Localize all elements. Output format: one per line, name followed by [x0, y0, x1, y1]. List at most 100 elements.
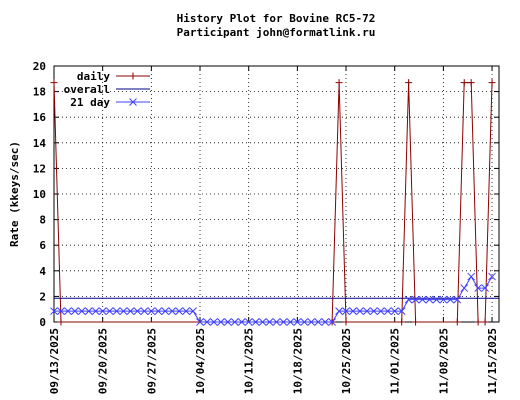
point-daily [467, 79, 475, 87]
point-21-day [258, 318, 267, 326]
x-tick-label: 11/15/2025 [486, 328, 499, 394]
y-tick-label: 10 [33, 188, 46, 201]
y-tick-label: 20 [33, 60, 46, 73]
point-21-day [383, 307, 392, 315]
x-tick-label: 10/04/2025 [194, 328, 207, 394]
point-21-day [119, 307, 128, 315]
point-21-day [356, 307, 364, 315]
point-daily [453, 318, 461, 326]
point-21-day [453, 295, 462, 304]
point-daily [405, 79, 413, 87]
point-21-day [300, 318, 309, 326]
point-daily [488, 79, 496, 87]
y-tick-label: 8 [39, 214, 46, 227]
point-21-day [154, 307, 163, 315]
grid-lines [53, 66, 499, 322]
point-21-day [77, 307, 86, 315]
x-tick-label: 09/13/2025 [48, 328, 61, 394]
point-daily [57, 318, 65, 326]
point-21-day [446, 295, 455, 304]
point-21-day [203, 318, 211, 326]
point-21-day [126, 307, 135, 315]
point-21-day [237, 318, 246, 326]
y-tick-label: 2 [39, 290, 46, 303]
point-21-day [272, 318, 281, 326]
y-axis-label: Rate (kkeys/sec) [8, 141, 21, 247]
point-21-day [223, 318, 232, 326]
point-21-day [321, 318, 330, 326]
point-21-day [342, 307, 350, 315]
point-daily [412, 318, 420, 326]
point-21-day [307, 318, 316, 326]
point-21-day [467, 272, 476, 281]
x-tick-label: 10/18/2025 [291, 328, 304, 394]
x-tick-label: 11/08/2025 [437, 328, 450, 394]
point-21-day [230, 318, 239, 326]
chart-title: History Plot for Bovine RC5-72 [177, 12, 376, 25]
x-tick-label: 10/25/2025 [340, 328, 353, 394]
x-tick-label: 11/01/2025 [389, 328, 402, 394]
point-21-day [279, 318, 288, 326]
point-21-day [251, 318, 260, 326]
point-daily [398, 318, 406, 326]
point-21-day [98, 307, 107, 315]
point-21-day [460, 284, 469, 292]
point-21-day [488, 272, 496, 281]
x-tick-label: 09/27/2025 [145, 328, 158, 394]
legend-label-daily: daily [77, 70, 110, 83]
point-daily [50, 79, 58, 87]
point-21-day [175, 307, 184, 315]
point-daily [335, 79, 343, 87]
point-21-day [147, 307, 156, 315]
series-line-daily [53, 82, 493, 323]
point-21-day [411, 295, 420, 304]
point-21-day [71, 307, 79, 315]
legend-marker-21-day [129, 98, 137, 106]
chart-subtitle: Participant john@formatlink.ru [177, 26, 376, 39]
point-21-day [314, 318, 323, 326]
point-21-day [217, 318, 225, 326]
point-21-day [64, 307, 72, 315]
point-21-day [432, 295, 441, 304]
legend-label-overall: overall [64, 83, 110, 96]
point-daily [474, 318, 482, 326]
point-21-day [265, 318, 274, 326]
point-21-day [84, 307, 93, 315]
y-tick-label: 16 [33, 111, 47, 124]
y-tick-label: 0 [39, 316, 46, 329]
point-21-day [328, 318, 336, 326]
point-21-day [335, 307, 343, 315]
point-21-day [210, 318, 218, 326]
point-21-day [133, 307, 142, 315]
y-tick-label: 14 [33, 137, 47, 150]
y-tick-label: 12 [33, 162, 46, 175]
point-21-day [418, 295, 427, 304]
point-21-day [439, 295, 448, 304]
point-21-day [425, 295, 434, 304]
x-tick-label: 10/11/2025 [243, 328, 256, 394]
point-21-day [140, 307, 149, 315]
series-line-21-day [54, 275, 493, 323]
point-21-day [57, 307, 65, 315]
point-21-day [161, 307, 170, 315]
tick-labels: 0 2 4 6 8 10 12 14 16 18 20 09/13/2025 09/20/2025 09/… [33, 60, 499, 394]
point-daily [481, 318, 489, 326]
point-21-day [404, 295, 413, 304]
point-21-day [244, 318, 253, 326]
axes [53, 65, 500, 323]
point-21-day [286, 318, 295, 326]
legend-label-21-day: 21 day [70, 96, 110, 109]
point-21-day [168, 307, 177, 315]
y-tick-label: 6 [39, 239, 46, 252]
point-21-day [105, 307, 114, 315]
point-21-day [390, 307, 399, 315]
point-daily [342, 318, 350, 326]
point-21-day [349, 307, 357, 315]
y-tick-label: 18 [33, 86, 46, 99]
y-tick-label: 4 [39, 265, 46, 278]
plot-frame [53, 65, 500, 323]
point-21-day [474, 284, 482, 292]
